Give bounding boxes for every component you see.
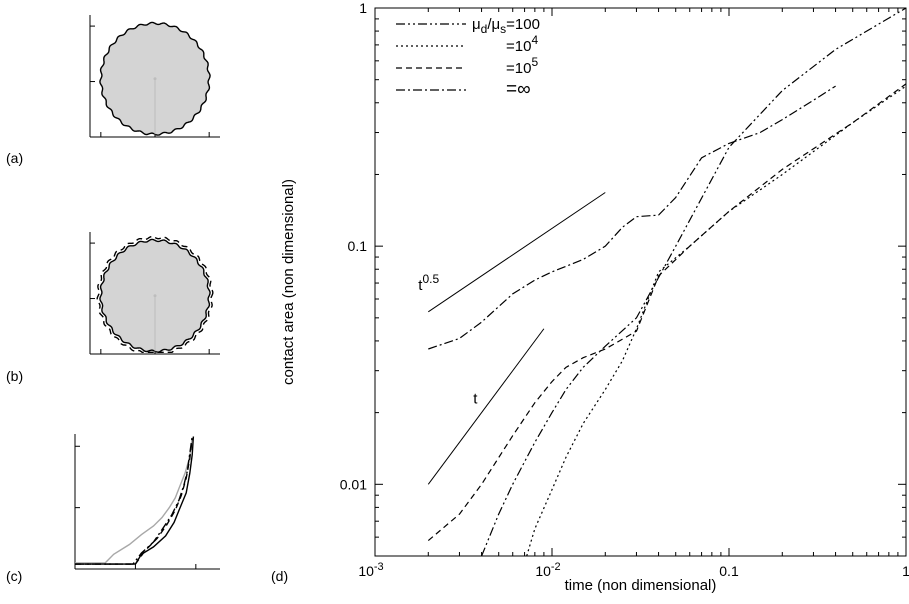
reference-line-label: t xyxy=(473,390,478,407)
x-tick-label-base: 10 xyxy=(535,563,551,579)
x-tick-label: 10-2 xyxy=(535,561,560,579)
legend-label-part: =10 xyxy=(506,60,531,77)
panel-label-d: (d) xyxy=(271,568,288,584)
legend-label: μd/μs=100 xyxy=(472,16,540,36)
legend-label-part: =100 xyxy=(506,16,540,33)
y-tick-label: 0.1 xyxy=(348,238,368,254)
y-tick-label: 1 xyxy=(359,0,367,16)
x-tick-label: 1 xyxy=(902,563,909,579)
panel-label-c: (c) xyxy=(6,568,22,584)
shape-outline-dashed xyxy=(96,235,214,353)
x-tick-label-exponent: -3 xyxy=(374,561,384,573)
legend: μd/μs=100=104=105=∞ xyxy=(396,16,540,100)
mesh-center-point xyxy=(153,294,157,298)
x-tick-label-base: 10 xyxy=(358,563,374,579)
plot-frame xyxy=(374,7,907,557)
series-line-gray xyxy=(75,437,193,564)
x-tick-label-exponent: -2 xyxy=(551,561,561,573)
panel-a-shape-plot xyxy=(89,15,220,138)
x-tick-label: 10-3 xyxy=(358,561,383,579)
series-line-dashdotdot xyxy=(481,8,906,556)
reference-line-label-exponent: 0.5 xyxy=(422,272,439,286)
reference-line-label: t0.5 xyxy=(418,272,439,294)
mesh-center-point xyxy=(153,77,157,81)
series-line-dashed xyxy=(75,438,193,565)
legend-label-part: 5 xyxy=(531,55,538,69)
reference-line-slope-1 xyxy=(427,328,545,485)
legend-label-part: d xyxy=(481,22,488,36)
reference-line-label-base: t xyxy=(473,390,478,407)
x-tick-label: 0.1 xyxy=(719,563,739,579)
series-line-solid xyxy=(75,436,195,565)
legend-label-part: /μ xyxy=(487,16,500,33)
legend-label-part: =10 xyxy=(506,38,531,55)
legend-label-part: 4 xyxy=(531,33,538,47)
y-axis-title: contact area (non dimensional) xyxy=(280,179,297,385)
panel-label-b: (b) xyxy=(6,368,23,384)
panel-label-a: (a) xyxy=(6,150,23,166)
x-axis-title: time (non dimensional) xyxy=(565,577,717,594)
legend-label: =105 xyxy=(506,55,538,77)
legend-label: =104 xyxy=(506,33,538,55)
series-line-dotted xyxy=(526,85,906,556)
series-line-dashed xyxy=(427,83,906,542)
reference-line-slope-0 xyxy=(428,192,606,313)
series-line-dashdot xyxy=(75,436,193,565)
panel-c-profile-plot xyxy=(74,434,220,570)
series-line-dashdot xyxy=(428,85,836,350)
y-tick-label: 0.01 xyxy=(340,476,367,492)
legend-label-part: =∞ xyxy=(506,79,531,100)
legend-label-part: μ xyxy=(472,16,481,33)
reference-line-label-base: t xyxy=(418,277,423,294)
legend-label: =∞ xyxy=(506,79,531,100)
legend-label-part: s xyxy=(500,22,506,36)
plot-area xyxy=(427,8,906,556)
panel-b-shape-plot xyxy=(89,232,220,355)
